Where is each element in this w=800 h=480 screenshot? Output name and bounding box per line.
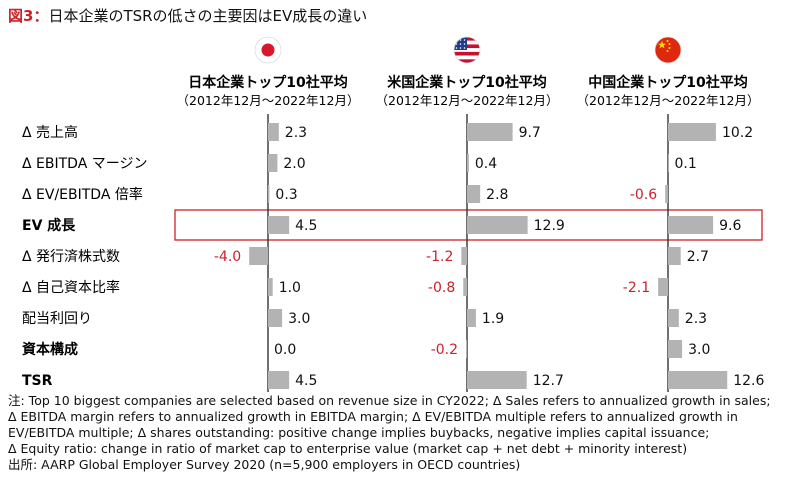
data-label: 9.7 xyxy=(519,125,541,141)
series-title: 中国企業トップ10社平均 xyxy=(588,74,747,91)
data-label: 1.0 xyxy=(279,280,301,296)
footnote-line: Δ EBITDA margin refers to annualized gro… xyxy=(8,409,738,424)
title-text: 日本企業のTSRの低さの主要因はEV成長の違い xyxy=(48,7,368,25)
china-flag-icon xyxy=(654,36,682,64)
data-label: 2.0 xyxy=(283,156,305,172)
bar xyxy=(668,309,679,327)
data-label: 4.5 xyxy=(295,218,317,234)
footnote-line: 出所: AARP Global Employer Survey 2020 (n=… xyxy=(8,457,521,472)
bar xyxy=(466,340,467,358)
bar-chart: Δ 売上高 Δ EBITDA マージン Δ EV/EBITDA 倍率 EV 成長 Δ 発… xyxy=(22,36,764,392)
category-label: Δ EV/EBITDA 倍率 xyxy=(22,186,143,203)
bar xyxy=(668,340,683,358)
series-title: 米国企業トップ10社平均 xyxy=(387,74,546,91)
data-label: -0.6 xyxy=(630,187,657,203)
footnote-line: 注: Top 10 biggest companies are selected… xyxy=(8,393,771,408)
data-label: -2.1 xyxy=(623,280,650,296)
figure-number: 図3 xyxy=(8,7,34,25)
series-period: （2012年12月～2022年12月） xyxy=(177,93,360,108)
category-label: TSR xyxy=(22,373,53,389)
category-label: Δ 売上高 xyxy=(22,124,78,141)
data-label: 12.6 xyxy=(733,373,764,389)
bar xyxy=(467,371,527,389)
bar xyxy=(268,216,290,234)
category-label: Δ 発行済株式数 xyxy=(22,249,120,265)
data-label: -0.2 xyxy=(431,342,458,358)
data-label: 0.4 xyxy=(475,156,497,172)
bar xyxy=(467,309,476,327)
series-title: 日本企業トップ10社平均 xyxy=(188,74,347,91)
data-label: 2.7 xyxy=(687,249,709,265)
bar xyxy=(268,309,283,327)
bar xyxy=(268,185,270,203)
data-label: -4.0 xyxy=(214,249,241,265)
data-label: 3.0 xyxy=(288,311,310,327)
category-label: Δ 自己資本比率 xyxy=(22,279,120,296)
data-label: 1.9 xyxy=(482,311,504,327)
bar xyxy=(467,185,481,203)
data-label: 12.9 xyxy=(534,218,565,234)
bar xyxy=(658,278,668,296)
bar xyxy=(268,123,279,141)
usa-flag-icon xyxy=(453,36,481,64)
highlight-box xyxy=(174,209,763,241)
bar xyxy=(268,278,273,296)
title-separator: ： xyxy=(33,7,49,25)
bar xyxy=(668,123,716,141)
data-label: 12.7 xyxy=(533,373,564,389)
data-label: 0.0 xyxy=(274,342,296,358)
data-label: 0.3 xyxy=(275,187,297,203)
data-label: 9.6 xyxy=(719,218,741,234)
bar xyxy=(668,371,728,389)
data-label: 2.3 xyxy=(685,311,707,327)
data-label: 4.5 xyxy=(295,373,317,389)
data-label: -0.8 xyxy=(428,280,455,296)
category-label: EV 成長 xyxy=(22,217,76,234)
bar xyxy=(467,123,513,141)
japan-flag-icon xyxy=(254,36,282,64)
bar xyxy=(268,371,290,389)
data-label: 0.1 xyxy=(674,156,696,172)
bar xyxy=(668,216,714,234)
category-label: 資本構成 xyxy=(22,341,78,358)
data-label: 10.2 xyxy=(722,125,753,141)
bar xyxy=(268,154,278,172)
data-label: 2.8 xyxy=(486,187,508,203)
bar xyxy=(463,278,467,296)
footnote-line: EV/EBITDA multiple; Δ shares outstanding… xyxy=(8,425,710,440)
data-label: -1.2 xyxy=(426,249,453,265)
bar xyxy=(467,154,469,172)
category-label: 配当利回り xyxy=(22,311,92,327)
series-period: （2012年12月～2022年12月） xyxy=(577,93,760,108)
footnote-line: Δ Equity ratio: change in ratio of marke… xyxy=(8,441,688,456)
bar xyxy=(461,247,467,265)
chart-title: 図3：日本企業のTSRの低さの主要因はEV成長の違い xyxy=(8,5,367,26)
bar xyxy=(668,247,681,265)
bar xyxy=(249,247,268,265)
bar xyxy=(665,185,668,203)
data-label: 3.0 xyxy=(688,342,710,358)
bar xyxy=(467,216,528,234)
category-label: Δ EBITDA マージン xyxy=(22,156,147,172)
series-period: （2012年12月～2022年12月） xyxy=(376,93,559,108)
footnotes: 注: Top 10 biggest companies are selected… xyxy=(8,393,794,473)
data-label: 2.3 xyxy=(285,125,307,141)
